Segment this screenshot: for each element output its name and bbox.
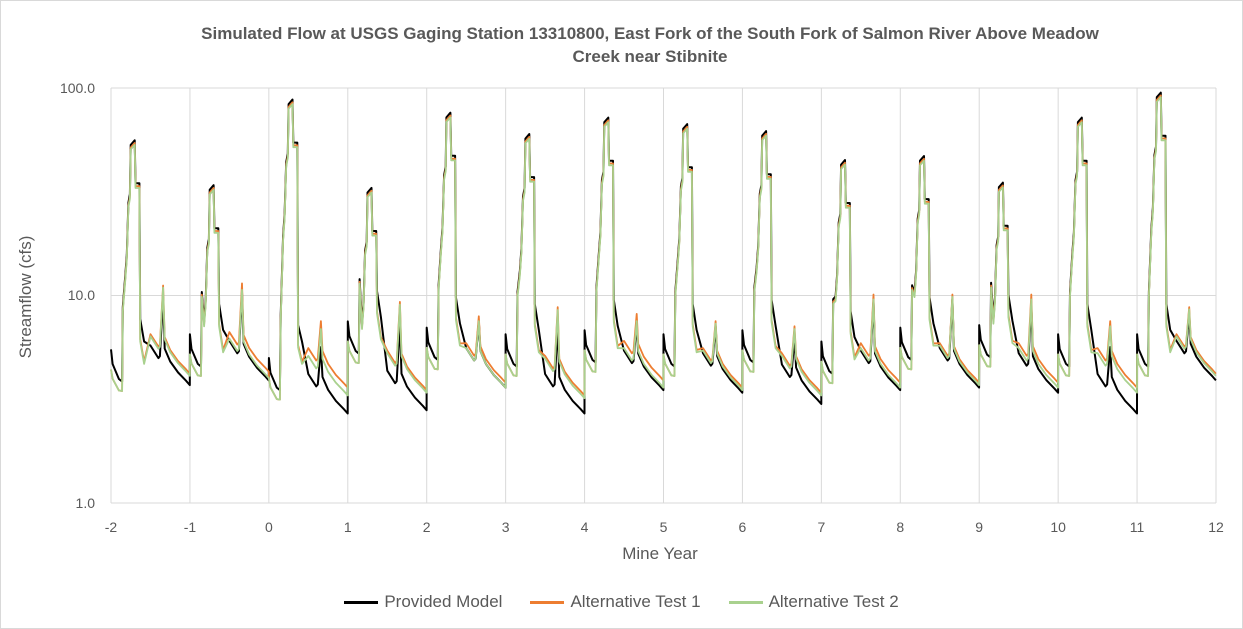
x-tick-label: 9 — [975, 519, 984, 535]
legend-item-alternative-test-2: Alternative Test 2 — [728, 592, 899, 612]
grid-layer — [110, 87, 1217, 504]
series-alternative-test-2 — [110, 96, 1217, 401]
y-axis-label: Streamflow (cfs) — [16, 235, 35, 359]
y-tick-label-10: 10.0 — [67, 287, 95, 303]
chart-title-line-2: Creek near Stibnite — [572, 47, 728, 66]
x-tick-label: 6 — [738, 519, 747, 535]
x-tick-label: 5 — [659, 519, 668, 535]
legend-swatch-alternative-test-1 — [530, 600, 565, 604]
x-tick-label: 2 — [422, 519, 431, 535]
legend-item-provided-model: Provided Model — [344, 592, 502, 612]
series-layer — [110, 91, 1217, 415]
legend-swatch-provided-model — [344, 600, 379, 604]
x-tick-label: 12 — [1208, 519, 1224, 535]
chart-title-line-1: Simulated Flow at USGS Gaging Station 13… — [201, 24, 1099, 43]
legend-label-alternative-test-2: Alternative Test 2 — [768, 592, 899, 611]
x-tick-label: 7 — [817, 519, 826, 535]
legend-label-provided-model: Provided Model — [384, 592, 503, 611]
x-tick-label: 3 — [501, 519, 510, 535]
x-tick-label: 0 — [264, 519, 273, 535]
x-tick-label: 10 — [1050, 519, 1066, 535]
y-tick-label-1: 1.0 — [75, 495, 95, 511]
y-tick-label-100: 100.0 — [59, 80, 95, 96]
x-tick-label: 11 — [1129, 519, 1145, 535]
x-tick-label: 4 — [580, 519, 589, 535]
x-tick-label: 8 — [896, 519, 905, 535]
legend-item-alternative-test-1: Alternative Test 1 — [530, 592, 701, 612]
legend-label-alternative-test-1: Alternative Test 1 — [570, 592, 701, 611]
legend: Provided Model Alternative Test 1 Altern… — [0, 592, 1243, 612]
x-tick-label: 1 — [343, 519, 352, 535]
x-tick-label: -1 — [183, 519, 197, 535]
x-tick-label: -2 — [104, 519, 118, 535]
x-axis-label: Mine Year — [622, 544, 698, 563]
legend-swatch-alternative-test-2 — [728, 600, 763, 604]
